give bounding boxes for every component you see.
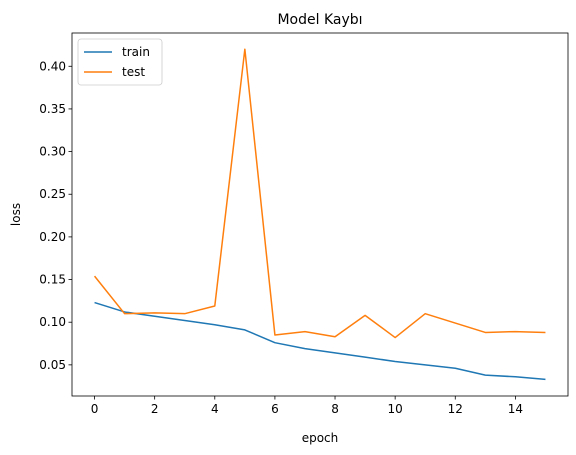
x-tick-label: 0 xyxy=(91,402,99,416)
x-tick-label: 6 xyxy=(271,402,279,416)
y-tick-label: 0.35 xyxy=(39,102,66,116)
legend: train test xyxy=(77,38,163,86)
y-tick-label: 0.25 xyxy=(39,187,66,201)
chart-title: Model Kaybı xyxy=(277,12,362,28)
series-line-test xyxy=(93,48,546,339)
legend-label-test: test xyxy=(122,65,145,79)
y-tick-label: 0.10 xyxy=(39,315,66,329)
x-tick-label: 14 xyxy=(508,402,523,416)
y-tick-label: 0.40 xyxy=(39,59,66,73)
series-line-train xyxy=(94,301,546,381)
legend-label-train: train xyxy=(122,45,150,59)
y-tick-label: 0.15 xyxy=(39,273,66,287)
y-tick-label: 0.05 xyxy=(39,358,66,372)
x-axis-label: epoch xyxy=(302,431,339,445)
y-axis-label: loss xyxy=(9,203,23,226)
x-tick-label: 12 xyxy=(448,402,463,416)
plot-content xyxy=(93,48,546,381)
x-tick-label: 2 xyxy=(151,402,159,416)
x-tick-label: 10 xyxy=(388,402,403,416)
axis-ticks: 0 2 4 6 8 10 12 14 0.05 0.10 0.15 0.20 0.25 0.30 0.35 0… xyxy=(39,59,523,416)
x-tick-label: 4 xyxy=(211,402,219,416)
plot-frame xyxy=(71,32,569,397)
x-tick-label: 8 xyxy=(331,402,339,416)
y-tick-label: 0.20 xyxy=(39,230,66,244)
y-tick-label: 0.30 xyxy=(39,145,66,159)
legend-box xyxy=(77,38,163,86)
